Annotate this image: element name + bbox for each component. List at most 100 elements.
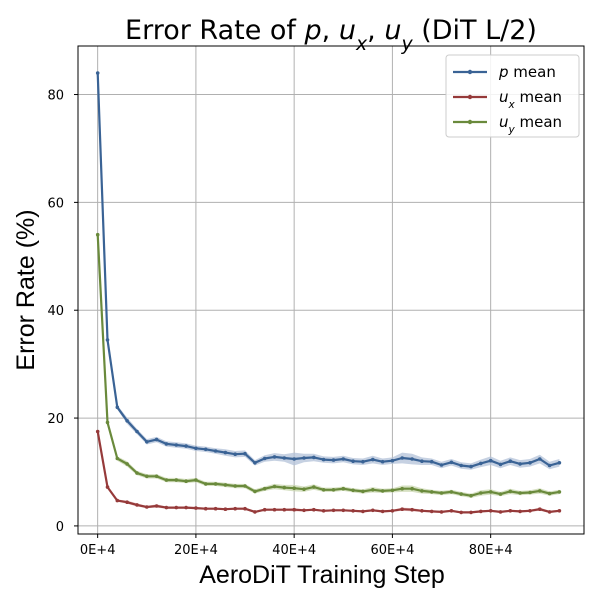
series-1-point <box>105 485 110 489</box>
series-0-point <box>341 457 346 461</box>
series-2-point <box>312 485 316 489</box>
y-tick-label: 60 <box>47 196 64 211</box>
series-0-point <box>213 449 218 453</box>
series-1-point <box>498 510 503 514</box>
series-0-point <box>508 459 513 464</box>
series-1-point <box>449 509 454 513</box>
legend-marker <box>467 119 473 125</box>
series-1-point <box>272 507 277 512</box>
series-0-point <box>459 463 464 468</box>
series-1-point <box>233 506 237 511</box>
series-0-point <box>233 452 237 457</box>
y-tick-label: 0 <box>56 520 64 535</box>
series-0-point <box>449 460 454 465</box>
series-2-point <box>528 490 532 495</box>
series-2-point <box>351 488 355 493</box>
series-1-point <box>459 510 464 515</box>
series-1-point <box>145 505 149 509</box>
series-0-point <box>331 458 336 462</box>
legend-label: uy mean <box>499 113 562 136</box>
series-2-point <box>390 488 395 493</box>
series-1-point <box>390 509 395 513</box>
series-1-point <box>125 500 129 505</box>
series-1-point <box>194 506 198 510</box>
series-1-point <box>184 505 188 510</box>
series-0-point <box>194 446 198 451</box>
series-2-point <box>400 486 405 491</box>
series-0-point <box>469 464 473 469</box>
series-2-point <box>184 479 188 484</box>
series-1-point <box>174 505 179 510</box>
series-0-point <box>164 442 169 446</box>
series-2-point <box>174 478 179 482</box>
series-1-point <box>528 509 532 513</box>
series-0-point <box>400 456 405 460</box>
series-2-point <box>164 478 169 482</box>
series-0-point <box>312 455 316 460</box>
series-0-point <box>479 461 483 466</box>
x-tick-label: 0E+4 <box>80 543 116 558</box>
series-1-point <box>213 506 218 511</box>
series-0-point <box>380 459 385 464</box>
series-0-point <box>528 461 532 465</box>
chart-title: Error Rate of p, ux, uy (DiT L/2) <box>125 15 537 55</box>
series-2-point <box>429 490 434 494</box>
series-0-point <box>498 462 503 467</box>
series-0-point <box>488 458 493 463</box>
series-2-point <box>223 483 228 487</box>
series-2-point <box>145 474 149 479</box>
legend-box <box>445 54 580 138</box>
series-2-point <box>203 482 208 486</box>
series-1-point <box>518 509 522 514</box>
series-2-point <box>302 487 306 492</box>
series-1-point <box>312 507 316 512</box>
series-2-point <box>479 491 483 495</box>
series-0-point <box>410 457 414 461</box>
series-1-point <box>380 509 385 514</box>
legend-label: ux mean <box>499 88 562 111</box>
series-1-point <box>429 509 434 514</box>
series-0-point <box>145 440 149 444</box>
series-2-point <box>449 490 454 494</box>
series-0-point <box>115 405 120 410</box>
series-1-point <box>243 506 247 511</box>
series-0-point <box>390 458 395 463</box>
series-2-point <box>105 420 110 425</box>
series-1-point <box>479 509 483 514</box>
x-tick-label: 60E+4 <box>370 543 414 558</box>
series-1-point <box>302 508 306 513</box>
x-tick-label: 80E+4 <box>469 543 513 558</box>
series-2-point <box>538 489 542 493</box>
series-2-point <box>547 491 552 496</box>
series-2-point <box>331 488 336 492</box>
series-2-point <box>410 486 414 491</box>
series-2-point <box>272 484 277 489</box>
series-2-point <box>361 489 365 494</box>
series-1-point <box>557 509 562 513</box>
series-0-point <box>272 455 277 459</box>
series-0-point <box>420 459 424 464</box>
series-0-point <box>282 456 287 460</box>
series-1-point <box>253 510 257 514</box>
series-0-point <box>223 450 228 455</box>
series-0-point <box>95 71 100 75</box>
x-axis-label: AeroDiT Training Step <box>199 561 445 589</box>
series-1-point <box>400 507 405 512</box>
series-2-point <box>321 488 326 492</box>
series-0-point <box>547 463 552 468</box>
series-1-point <box>321 509 326 513</box>
series-2-point <box>125 462 129 466</box>
series-0-point <box>538 457 542 461</box>
series-1-point <box>331 508 336 513</box>
series-2-point <box>498 492 503 496</box>
series-1-point <box>547 510 552 514</box>
series-0-point <box>105 338 110 342</box>
series-1-point <box>439 510 444 514</box>
series-2-point <box>508 489 513 494</box>
series-0-point <box>321 457 326 462</box>
series-1-point <box>203 506 208 511</box>
series-0-point <box>518 462 522 466</box>
series-0-point <box>429 459 434 464</box>
